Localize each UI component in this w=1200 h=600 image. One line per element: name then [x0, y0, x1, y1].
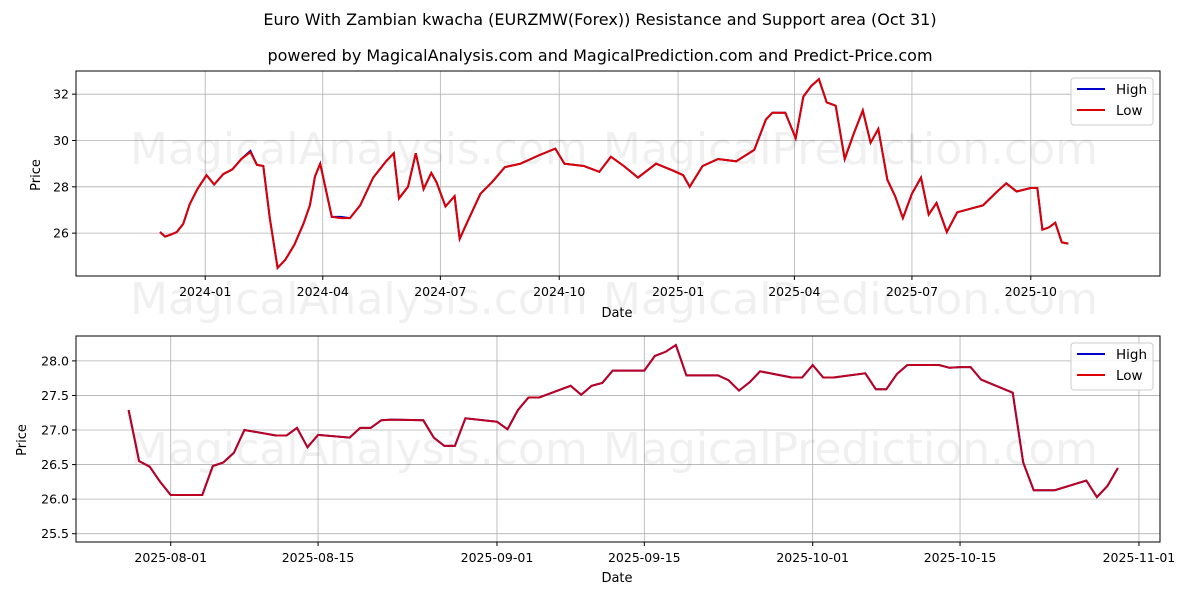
x-tick-label: 2024-04 — [297, 284, 349, 299]
legend-high-label-bottom: High — [1116, 347, 1147, 363]
top-chart: MagicalAnalysis.com MagicalPrediction.co… — [29, 70, 1161, 325]
x-tick-label: 2025-04 — [768, 284, 820, 299]
y-tick-label: 26 — [53, 226, 69, 241]
x-tick-label: 2025-08-15 — [282, 550, 355, 565]
top-y-axis-label: Price — [29, 159, 44, 191]
top-legend: High Low — [1070, 77, 1154, 126]
y-tick-label: 26.5 — [41, 457, 69, 472]
x-tick-label: 2024-01 — [179, 284, 231, 299]
x-tick-label: 2024-07 — [414, 284, 466, 299]
x-tick-label: 2025-10 — [1005, 284, 1057, 299]
x-tick-label: 2025-09-01 — [461, 550, 534, 565]
x-tick-label: 2025-09-15 — [608, 550, 681, 565]
legend-low-label: Low — [1116, 103, 1143, 119]
y-tick-label: 28 — [53, 179, 69, 194]
bottom-low-line — [127, 343, 1119, 499]
watermark-analysis-lower: MagicalAnalysis.com — [130, 274, 588, 325]
y-tick-label: 32 — [53, 87, 69, 102]
x-tick-label: 2025-10-15 — [924, 550, 997, 565]
watermark-prediction-lower: MagicalPrediction.com — [603, 274, 1098, 325]
bottom-x-axis-label: Date — [601, 571, 632, 586]
bottom-axes-frame — [75, 335, 1161, 543]
chart-subtitle: powered by MagicalAnalysis.com and Magic… — [267, 46, 933, 65]
y-tick-label: 25.5 — [41, 526, 69, 541]
watermark-prediction: MagicalPrediction.com — [603, 124, 1098, 175]
top-ticks: 26 28 30 32 2024-01 2024-04 2024-07 2024-10 2025… — [53, 87, 1057, 299]
bottom-watermark: MagicalAnalysis.com MagicalPrediction.co… — [130, 424, 1098, 475]
x-tick-label: 2024-10 — [533, 284, 585, 299]
top-grid — [76, 71, 1160, 276]
x-tick-label: 2025-01 — [652, 284, 704, 299]
bottom-chart: MagicalAnalysis.com MagicalPrediction.co… — [15, 335, 1175, 586]
legend-low-label-bottom: Low — [1116, 368, 1143, 384]
chart-title: Euro With Zambian kwacha (EURZMW(Forex))… — [263, 10, 937, 29]
y-tick-label: 28.0 — [41, 353, 69, 368]
top-low-line — [159, 77, 1069, 271]
top-watermark: MagicalAnalysis.com MagicalPrediction.co… — [130, 124, 1098, 325]
bottom-ticks: 25.5 26.0 26.5 27.0 27.5 28.0 2025-08-01 2025-0… — [41, 353, 1175, 565]
watermark-prediction-bottom: MagicalPrediction.com — [603, 424, 1098, 475]
top-axes-frame — [75, 70, 1161, 277]
y-tick-label: 27.0 — [41, 423, 69, 438]
watermark-analysis-bottom: MagicalAnalysis.com — [130, 424, 588, 475]
watermark-analysis: MagicalAnalysis.com — [130, 124, 588, 175]
x-tick-label: 2025-07 — [886, 284, 938, 299]
legend-high-label: High — [1116, 82, 1147, 98]
top-x-axis-label: Date — [601, 306, 632, 321]
bottom-legend: High Low — [1070, 342, 1154, 391]
x-tick-label: 2025-08-01 — [134, 550, 207, 565]
x-tick-label: 2025-10-01 — [776, 550, 849, 565]
y-tick-label: 27.5 — [41, 388, 69, 403]
x-tick-label: 2025-11-01 — [1103, 550, 1176, 565]
bottom-y-axis-label: Price — [15, 424, 30, 456]
y-tick-label: 30 — [53, 133, 69, 148]
y-tick-label: 26.0 — [41, 492, 69, 507]
